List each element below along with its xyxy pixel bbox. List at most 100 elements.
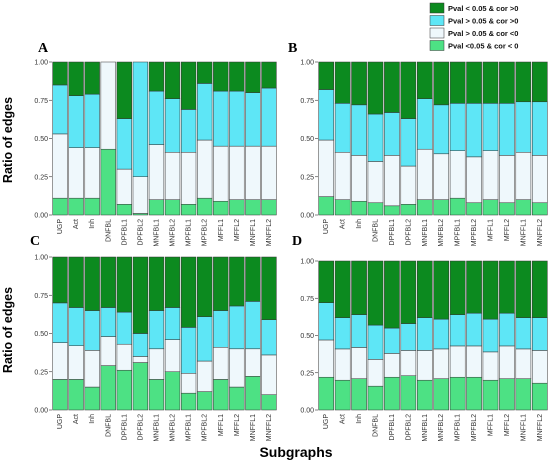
b-bar-mpfbl1-neg_nonsig	[449, 150, 466, 199]
y-axis-label-top: Ratio of edges	[1, 97, 15, 183]
a-xtick-label-inh: Inh	[89, 219, 96, 229]
c-xtick-label-mnfbl1: MNFBL1	[153, 414, 160, 442]
b-ytick-label-2: 0.50	[300, 136, 314, 143]
d-bar-mnffl2-pos_nonsig	[531, 317, 548, 351]
d-bar-mnffl1-pos_nonsig	[515, 317, 532, 350]
c-ytick-label-1: 0.25	[34, 369, 48, 376]
d-bar-mnffl2-neg_sig	[531, 382, 548, 411]
a-bar-dpfbl1-pos_nonsig	[116, 118, 132, 170]
c-bar-dpfbl2-neg_sig	[132, 362, 149, 411]
c-ytick-label-3: 0.75	[34, 293, 48, 300]
c-bar-mpfbl2-neg_nonsig	[197, 360, 213, 392]
c-bar-mnfbl2-pos_nonsig	[164, 307, 181, 340]
legend-swatch-pos_sig	[429, 2, 445, 14]
a-bar-mnfbl2-pos_nonsig	[164, 98, 181, 153]
a-bar-mffl2-pos_sig	[229, 61, 245, 92]
panel-c: C 0.00 0.25 0.50 0.75 1.00 UGP Act Inh DNFBL DPFB…	[30, 234, 277, 442]
b-xtick-label-dpfbl2: DPFBL2	[405, 219, 412, 246]
b-xtick-label-mpfbl2: MPFBL2	[471, 219, 478, 246]
a-bar-mpfbl1-neg_nonsig	[180, 152, 197, 205]
d-bar-dpfbl1-neg_sig	[384, 376, 400, 411]
b-xtick-label-mffl1: MFFL1	[488, 219, 495, 241]
d-bar-dpfbl2-neg_sig	[400, 375, 417, 411]
d-xtick-label-mpfbl2: MPFBL2	[471, 414, 478, 441]
a-bar-act-pos_sig	[68, 61, 84, 96]
a-bar-mnfbl2-neg_nonsig	[164, 152, 181, 200]
b-ytick-label-1: 0.25	[300, 174, 314, 181]
b-bar-dpfbl2-neg_nonsig	[400, 165, 417, 205]
d-ytick-label-0: 0.00	[300, 408, 314, 415]
a-bar-mffl2-pos_nonsig	[229, 90, 245, 147]
d-bar-dpfbl2-pos_nonsig	[400, 323, 417, 351]
c-bar-inh-pos_sig	[84, 256, 100, 311]
panel-letter-d: D	[292, 234, 302, 249]
d-xtick-label-mffl2: MFFL2	[504, 414, 511, 436]
c-bar-mnffl2-neg_nonsig	[261, 354, 277, 395]
x-axis-label: Subgraphs	[259, 444, 332, 460]
c-ytick-label-4: 1.00	[34, 255, 48, 262]
b-bar-inh-neg_sig	[351, 200, 367, 216]
c-bar-mnffl1-neg_nonsig	[245, 348, 261, 377]
c-xtick-label-mffl2: MFFL2	[234, 414, 241, 436]
d-xtick-label-mnffl1: MNFFL1	[520, 414, 527, 441]
c-bar-mnfbl2-neg_nonsig	[164, 339, 181, 372]
b-bar-mnfbl2-pos_nonsig	[433, 104, 450, 155]
d-bar-dnfbl-neg_nonsig	[367, 359, 384, 387]
d-bar-act-pos_nonsig	[334, 317, 351, 350]
panel-a: A 0.00 0.25 0.50 0.75 1.00 UGP Act Inh DNFBL DPFB…	[34, 41, 277, 247]
a-bar-ugp-pos_nonsig	[52, 84, 68, 135]
panel-d: D 0.00 0.25 0.50 0.75 1.00 UGP Act Inh DNFBL DPFB…	[292, 234, 548, 442]
panel-letter-b: B	[288, 41, 297, 56]
d-bar-ugp-pos_sig	[318, 260, 335, 303]
a-ytick-label-4: 1.00	[34, 60, 48, 67]
b-bar-dnfbl-neg_sig	[367, 202, 384, 216]
c-bar-mnffl2-neg_sig	[261, 394, 277, 411]
c-bar-mnfbl1-pos_sig	[148, 256, 165, 311]
b-bar-mnfbl1-pos_nonsig	[416, 98, 433, 150]
a-bar-dnfbl-neg_sig	[100, 148, 116, 216]
b-bar-ugp-pos_sig	[318, 61, 335, 90]
d-bar-mnfbl1-neg_nonsig	[416, 350, 433, 381]
a-bar-mffl1-neg_sig	[213, 200, 229, 216]
d-bar-mnffl1-pos_sig	[515, 260, 532, 318]
c-xtick-label-ugp: UGP	[57, 414, 64, 430]
d-bar-inh-neg_sig	[351, 378, 367, 411]
panel-b: B 0.00 0.25 0.50 0.75 1.00 UGP Act Inh DNFBL DPFB…	[288, 41, 548, 247]
legend: Pval < 0.05 & cor >0 Pval > 0.05 & cor >0…	[426, 1, 548, 53]
a-bar-mffl2-neg_nonsig	[229, 145, 245, 200]
a-xtick-label-act: Act	[73, 219, 80, 229]
a-bar-dpfbl1-neg_sig	[116, 204, 132, 216]
c-bar-mffl2-pos_sig	[229, 256, 245, 307]
b-xtick-label-dpfbl1: DPFBL1	[389, 219, 396, 246]
a-bar-dpfbl1-neg_nonsig	[116, 168, 132, 205]
b-bar-mpfbl1-pos_nonsig	[449, 103, 466, 151]
c-xtick-label-dnfbl: DNFBL	[105, 414, 112, 437]
d-ytick-label-2: 0.50	[300, 333, 314, 340]
c-bar-mffl1-neg_nonsig	[213, 347, 229, 380]
a-bar-act-pos_nonsig	[68, 95, 84, 148]
d-bar-mffl1-pos_nonsig	[482, 318, 499, 353]
a-xtick-label-dpfbl1: DPFBL1	[121, 219, 128, 246]
c-bar-dpfbl2-neg_nonsig	[132, 356, 149, 363]
b-bar-mffl1-neg_nonsig	[482, 150, 499, 200]
b-bar-dnfbl-neg_nonsig	[367, 161, 384, 204]
c-bar-inh-pos_nonsig	[84, 310, 100, 351]
d-bar-dpfbl1-neg_nonsig	[384, 353, 400, 378]
c-bar-mnffl1-pos_nonsig	[245, 301, 261, 350]
c-bar-mffl2-pos_nonsig	[229, 305, 245, 350]
d-bar-dpfbl1-pos_sig	[384, 260, 400, 329]
a-bar-mnfbl2-neg_sig	[164, 199, 181, 216]
d-bar-mffl2-pos_nonsig	[499, 312, 515, 347]
d-bar-mnfbl2-neg_sig	[433, 378, 450, 411]
d-xtick-label-ugp: UGP	[323, 414, 330, 430]
d-xtick-label-act: Act	[340, 414, 347, 424]
d-bar-dnfbl-pos_sig	[367, 260, 384, 326]
d-bar-mpfbl1-pos_sig	[449, 260, 466, 315]
b-bar-mnffl1-pos_nonsig	[515, 101, 532, 153]
b-bar-mffl2-neg_nonsig	[499, 155, 515, 204]
b-ytick-label-0: 0.00	[300, 213, 314, 220]
a-xtick-label-mffl2: MFFL2	[234, 219, 241, 241]
b-bar-inh-neg_nonsig	[351, 155, 367, 202]
c-bar-mffl2-neg_sig	[229, 386, 245, 411]
